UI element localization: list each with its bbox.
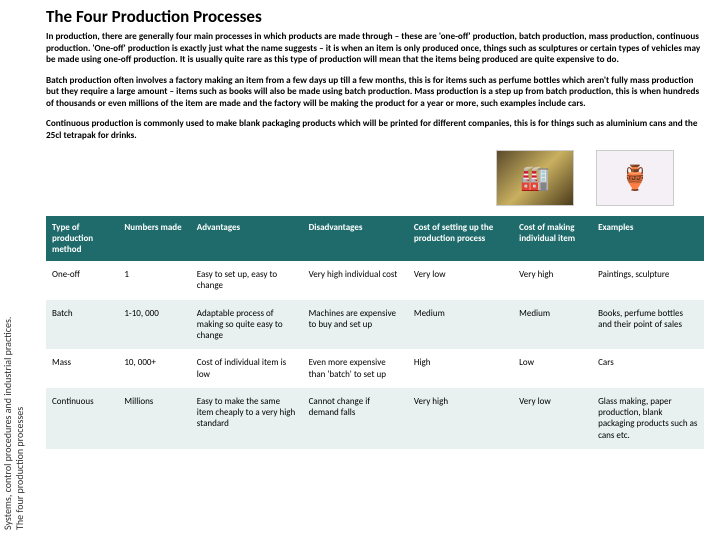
cell: Adaptable process of making so quite eas…: [191, 300, 303, 350]
cell: Millions: [118, 388, 190, 449]
col-header: Examples: [592, 216, 704, 261]
page-title: The Four Production Processes: [46, 6, 704, 27]
sidebar: Systems, control procedures and industri…: [0, 0, 28, 540]
col-header: Cost of making individual item: [513, 216, 592, 261]
cell: High: [408, 349, 513, 388]
cell: Cars: [592, 349, 704, 388]
cell: One-off: [46, 261, 118, 300]
main-content: The Four Production Processes In product…: [30, 0, 718, 455]
cell: Easy to make the same item cheaply to a …: [191, 388, 303, 449]
cell: Continuous: [46, 388, 118, 449]
cell: Very low: [513, 388, 592, 449]
col-header: Disadvantages: [303, 216, 408, 261]
cell: 1: [118, 261, 190, 300]
cell: Very high: [408, 388, 513, 449]
image-vase: 🏺: [596, 150, 674, 206]
table-row: One-off 1 Easy to set up, easy to change…: [46, 261, 704, 300]
cell: 10, 000+: [118, 349, 190, 388]
cell: Batch: [46, 300, 118, 350]
cell: Even more expensive than 'batch' to set …: [303, 349, 408, 388]
cell: Paintings, sculpture: [592, 261, 704, 300]
paragraph-3: Continuous production is commonly used t…: [46, 118, 704, 141]
cell: Low: [513, 349, 592, 388]
cell: Mass: [46, 349, 118, 388]
cell: Cost of individual item is low: [191, 349, 303, 388]
cell: Medium: [513, 300, 592, 350]
table-row: Continuous Millions Easy to make the sam…: [46, 388, 704, 449]
image-row: 🏭 🏺: [46, 150, 674, 206]
table-row: Mass 10, 000+ Cost of individual item is…: [46, 349, 704, 388]
sidebar-label: Systems, control procedures and industri…: [2, 317, 26, 530]
cell: Cannot change if demand falls: [303, 388, 408, 449]
cell: Books, perfume bottles and their point o…: [592, 300, 704, 350]
cell: Medium: [408, 300, 513, 350]
sidebar-line2: The four production processes: [13, 407, 26, 530]
cell: Easy to set up, easy to change: [191, 261, 303, 300]
cell: Machines are expensive to buy and set up: [303, 300, 408, 350]
table-header-row: Type of production method Numbers made A…: [46, 216, 704, 261]
cell: Very high: [513, 261, 592, 300]
production-table: Type of production method Numbers made A…: [46, 216, 704, 449]
image-factory: 🏭: [496, 150, 574, 206]
col-header: Type of production method: [46, 216, 118, 261]
cell: Glass making, paper production, blank pa…: [592, 388, 704, 449]
paragraph-1: In production, there are generally four …: [46, 31, 704, 66]
cell: 1-10, 000: [118, 300, 190, 350]
col-header: Numbers made: [118, 216, 190, 261]
cell: Very low: [408, 261, 513, 300]
cell: Very high individual cost: [303, 261, 408, 300]
col-header: Advantages: [191, 216, 303, 261]
col-header: Cost of setting up the production proces…: [408, 216, 513, 261]
paragraph-2: Batch production often involves a factor…: [46, 75, 704, 110]
table-row: Batch 1-10, 000 Adaptable process of mak…: [46, 300, 704, 350]
